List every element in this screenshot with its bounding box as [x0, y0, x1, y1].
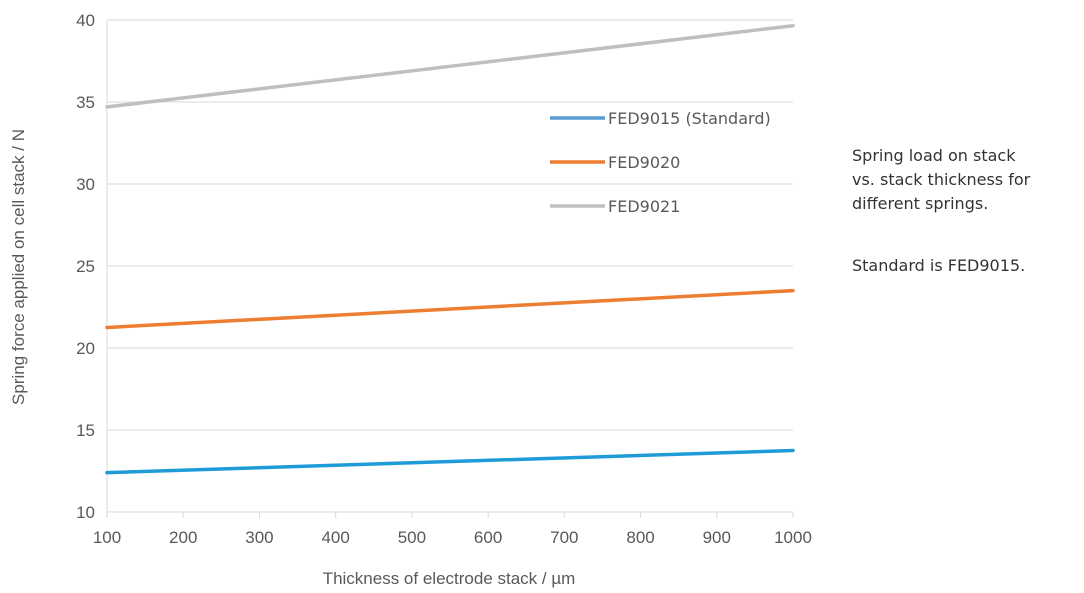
- standard-note: Standard is FED9015.: [852, 256, 1026, 275]
- y-tick-label: 10: [76, 503, 95, 522]
- y-tick-label: 35: [76, 93, 95, 112]
- note-line: vs. stack thickness for: [852, 170, 1031, 189]
- legend-label: FED9020: [608, 153, 680, 172]
- y-tick-label: 40: [76, 11, 95, 30]
- note-line: Spring load on stack: [852, 146, 1016, 165]
- x-tick-label: 400: [321, 528, 349, 547]
- x-tick-label: 300: [245, 528, 273, 547]
- y-tick-label: 20: [76, 339, 95, 358]
- x-tick-label: 900: [703, 528, 731, 547]
- series-line-1: [105, 448, 795, 475]
- x-tick-label: 200: [169, 528, 197, 547]
- note-line: different springs.: [852, 194, 989, 213]
- x-tick-label: 600: [474, 528, 502, 547]
- y-tick-label: 15: [76, 421, 95, 440]
- y-tick-label: 30: [76, 175, 95, 194]
- y-tick-labels: 10 15 20 25 30 35 40: [76, 11, 95, 522]
- x-tick-label: 700: [550, 528, 578, 547]
- y-axis-title: Spring force applied on cell stack / N: [9, 129, 28, 405]
- series-lines: [105, 23, 795, 475]
- series-line-2: [105, 288, 795, 330]
- x-axis-title: Thickness of electrode stack / µm: [323, 569, 576, 588]
- x-tick-label: 1000: [774, 528, 812, 547]
- x-tick-label: 800: [626, 528, 654, 547]
- grid-lines: [106, 19, 794, 518]
- y-tick-label: 25: [76, 257, 95, 276]
- chart-note: Spring load on stack vs. stack thickness…: [852, 144, 1030, 216]
- series-line-3: [105, 23, 795, 109]
- x-tick-labels: 100 200 300 400 500 600 700 800 900 1000: [93, 528, 812, 547]
- legend: FED9015 (Standard) FED9020 FED9021: [550, 109, 771, 216]
- legend-label: FED9015 (Standard): [608, 109, 771, 128]
- legend-label: FED9021: [608, 197, 680, 216]
- x-tick-label: 500: [398, 528, 426, 547]
- x-tick-label: 100: [93, 528, 121, 547]
